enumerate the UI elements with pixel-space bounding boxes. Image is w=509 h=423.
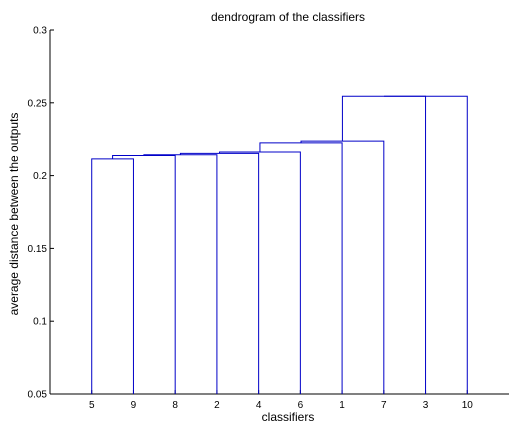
leaf-label: 1 [339,400,345,411]
dendrogram-link [91,158,134,394]
chart-title: dendrogram of the classifiers [211,10,365,24]
x-axis-label: classifiers [262,410,315,423]
dendrogram-link [383,95,468,394]
leaf-label: 9 [131,400,137,411]
dendrogram-link [259,142,343,394]
y-tick-label: 0.25 [28,98,48,109]
axes: 0.05 0.1 0.15 0.2 0.25 0.3 5 9 8 2 4 6 1 7 3 10 [28,26,509,411]
leaf-label: 10 [462,400,474,411]
leaf-label: 6 [298,400,304,411]
y-tick-label: 0.2 [33,171,47,182]
leaf-label: 8 [172,400,178,411]
leaf-label: 7 [381,400,387,411]
dendrogram-link [179,152,260,394]
dendrogram-link [219,151,301,394]
dendrogram-link [300,140,385,394]
dendrogram-link [341,95,427,394]
y-tick-label: 0.15 [28,244,48,255]
dendrogram-link [143,154,218,394]
y-tick-label: 0.1 [33,317,47,328]
leaf-label: 3 [423,400,429,411]
leaf-label: 2 [214,400,220,411]
dendrogram-links [91,95,468,394]
dendrogram-link [112,155,176,394]
y-axis-label: average distance between the outputs [7,113,21,316]
y-tick-label: 0.05 [28,390,48,401]
leaf-label: 5 [89,400,95,411]
y-tick-label: 0.3 [33,26,47,37]
leaf-label: 4 [256,400,262,411]
